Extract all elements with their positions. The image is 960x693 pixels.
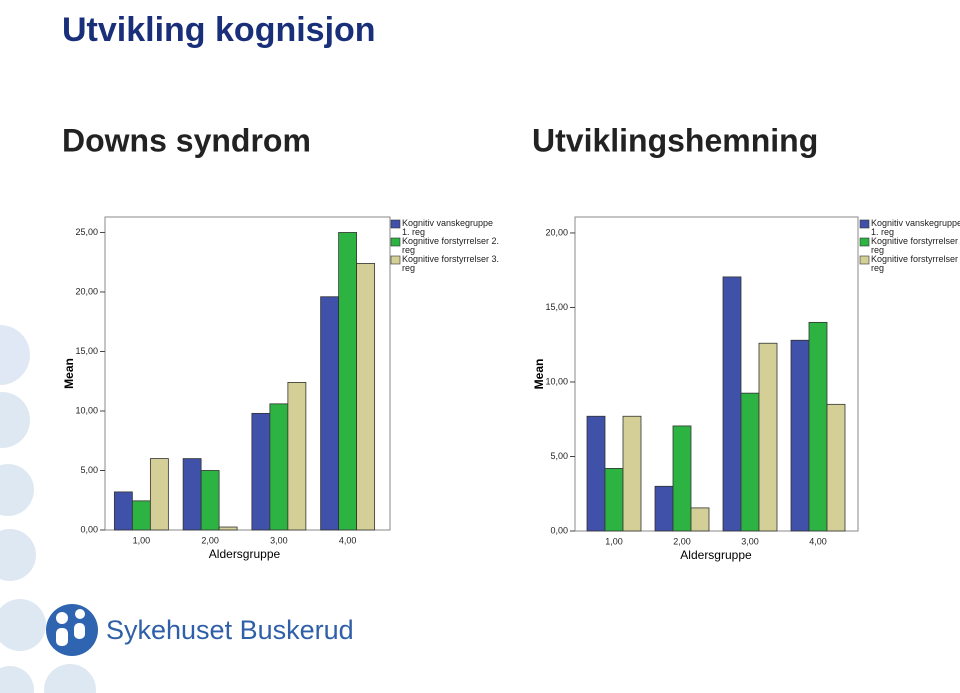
bar [722, 276, 742, 532]
y-tick-label: 5,00 [80, 465, 98, 475]
bar [113, 491, 133, 531]
y-tick-label: 20,00 [545, 227, 568, 237]
y-tick-label: 5,00 [550, 451, 568, 461]
x-tick-label: 1,00 [133, 535, 151, 545]
bar [218, 526, 238, 531]
bar [672, 425, 692, 532]
y-tick-label: 0,00 [550, 525, 568, 535]
legend-item: Kognitive forstyrrelser 2. reg [402, 237, 500, 255]
logo-icon [46, 604, 98, 656]
x-tick-label: 4,00 [809, 536, 827, 546]
bar [586, 415, 606, 532]
y-axis-label: Mean [62, 358, 76, 389]
x-tick-label: 2,00 [673, 536, 691, 546]
y-tick-label: 0,00 [80, 524, 98, 534]
bar [740, 392, 760, 532]
legend-label: Kognitive forstyrrelser 2. reg [402, 237, 500, 255]
bar [131, 500, 151, 531]
y-axis-label: Mean [532, 359, 546, 390]
slide-title: Utvikling kognisjon [62, 11, 376, 49]
bar [200, 470, 220, 531]
y-tick-label: 15,00 [75, 346, 98, 356]
legend-swatch [390, 255, 401, 265]
y-tick-label: 20,00 [75, 286, 98, 296]
chart-title: Utviklingshemning [532, 122, 818, 158]
x-axis-label: Aldersgruppe [680, 548, 752, 562]
x-axis-label: Aldersgruppe [209, 547, 281, 561]
bar [356, 263, 376, 531]
bar [808, 321, 828, 532]
legend-label: Kognitive forstyrrelser 3. reg [871, 255, 960, 273]
chart-title: Downs syndrom [62, 122, 311, 158]
legend-swatch [390, 237, 401, 247]
decor [0, 325, 96, 693]
legend-item: Kognitiv vanskegruppe 1. reg [871, 219, 960, 237]
bar [790, 339, 810, 532]
x-tick-label: 1,00 [605, 536, 623, 546]
bar [604, 468, 624, 532]
legend-swatch [859, 237, 870, 247]
bar [182, 458, 202, 531]
bar [826, 403, 846, 532]
bar [269, 403, 289, 531]
legend-label: Kognitiv vanskegruppe 1. reg [402, 219, 494, 237]
legend-swatch [859, 255, 870, 265]
bar [690, 507, 710, 532]
x-tick-label: 2,00 [201, 535, 219, 545]
legend-label: Kognitiv vanskegruppe 1. reg [871, 219, 960, 237]
bar [251, 412, 271, 531]
bar [654, 485, 674, 532]
legend-item: Kognitive forstyrrelser 3. reg [402, 255, 500, 273]
x-tick-label: 3,00 [270, 535, 288, 545]
bar [149, 458, 169, 531]
bar [287, 382, 307, 531]
bar [622, 415, 642, 532]
y-tick-label: 25,00 [75, 227, 98, 237]
legend-item: Kognitive forstyrrelser 2. reg [871, 237, 960, 255]
legend-item: Kognitive forstyrrelser 3. reg [871, 255, 960, 273]
x-tick-label: 4,00 [339, 535, 357, 545]
y-tick-label: 10,00 [75, 405, 98, 415]
legend-swatch [859, 219, 870, 229]
legend-label: Kognitive forstyrrelser 2. reg [871, 237, 960, 255]
legend-item: Kognitiv vanskegruppe 1. reg [402, 219, 494, 237]
bar [338, 232, 358, 531]
legend-label: Kognitive forstyrrelser 3. reg [402, 255, 500, 273]
y-tick-label: 15,00 [545, 302, 568, 312]
y-tick-label: 10,00 [545, 376, 568, 386]
decor-cover [52, 540, 100, 570]
legend-swatch [390, 219, 401, 229]
bar [320, 296, 340, 531]
x-tick-label: 3,00 [741, 536, 759, 546]
bar [758, 342, 778, 532]
logo-text: Sykehuset Buskerud [106, 615, 354, 645]
